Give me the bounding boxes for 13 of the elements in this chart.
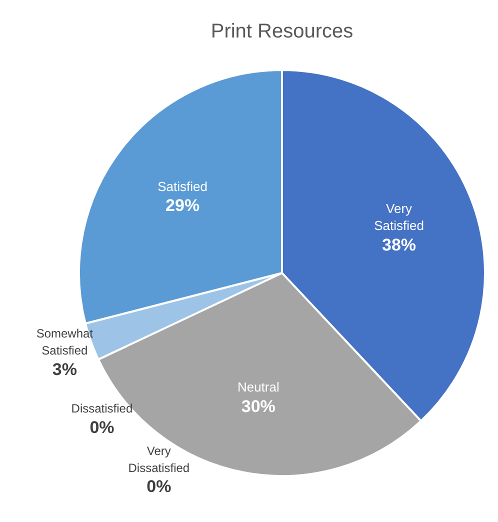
data-label: 3% <box>52 360 77 379</box>
slice-label: Somewhat Satisfied <box>36 326 94 358</box>
category-label: Dissatisfied <box>71 402 133 416</box>
data-label: 30% <box>241 396 276 416</box>
data-label: 38% <box>382 235 416 254</box>
text: 0% <box>146 477 172 496</box>
slice-label: Neutral <box>237 380 280 395</box>
category-label: Very Dissatisfied <box>128 444 190 475</box>
chart-title: Print Resources <box>210 20 354 43</box>
text: 0% <box>90 418 114 437</box>
data-label: 29% <box>166 196 200 216</box>
slice-label: Very Satisfied <box>374 201 424 234</box>
slice-label: Satisfied <box>158 178 208 194</box>
